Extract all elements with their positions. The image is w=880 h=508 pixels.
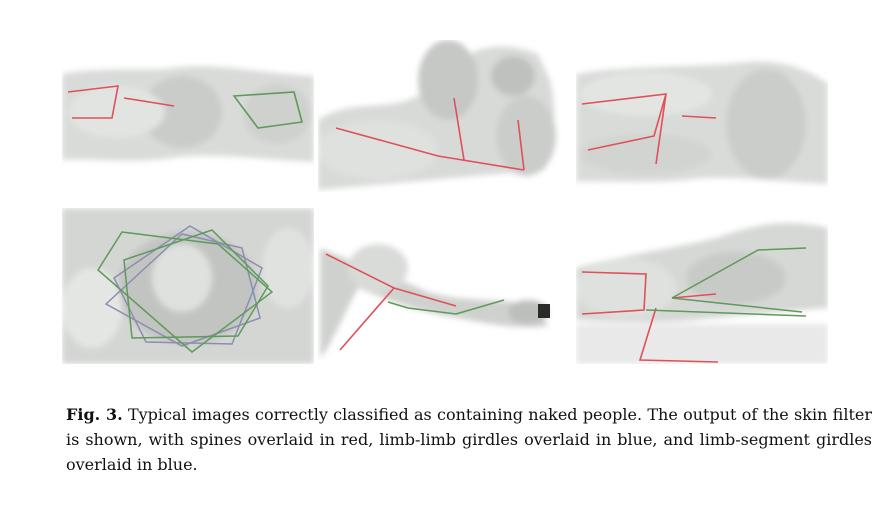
spine-lines — [335, 97, 525, 171]
panel-5 — [318, 208, 570, 370]
spine-lines — [67, 85, 175, 119]
panel-3-image — [576, 61, 828, 184]
panel-5-image — [318, 208, 570, 370]
limb-segment-girdle — [232, 91, 304, 129]
panel-4 — [62, 208, 314, 364]
limb-segment-girdle — [645, 247, 807, 317]
panel-6-image — [576, 223, 828, 364]
panel-2-image — [318, 40, 556, 190]
spine-lines — [325, 253, 457, 351]
figure-caption: Fig. 3. Typical images correctly classif… — [66, 402, 872, 477]
limb-segment-girdle — [387, 299, 505, 315]
figure-label: Fig. 3. — [66, 405, 123, 424]
panel-3 — [576, 34, 828, 196]
skin-region — [62, 66, 314, 162]
limb-segment-girdles — [97, 229, 274, 353]
spine-lines — [581, 271, 719, 363]
dark-patch — [538, 304, 550, 318]
limb-limb-girdles — [104, 225, 263, 347]
panel-2 — [318, 40, 570, 192]
skin-region — [318, 40, 556, 190]
spine-lines — [581, 93, 717, 165]
panel-1-image — [62, 66, 314, 162]
skin-region — [62, 208, 314, 364]
panel-1 — [62, 42, 314, 188]
skin-region — [576, 223, 828, 364]
caption-text: Typical images correctly classified as c… — [66, 405, 873, 474]
panel-6 — [576, 208, 828, 364]
skin-region — [576, 61, 828, 184]
panel-4-image — [62, 208, 314, 364]
figure-grid — [62, 34, 828, 370]
